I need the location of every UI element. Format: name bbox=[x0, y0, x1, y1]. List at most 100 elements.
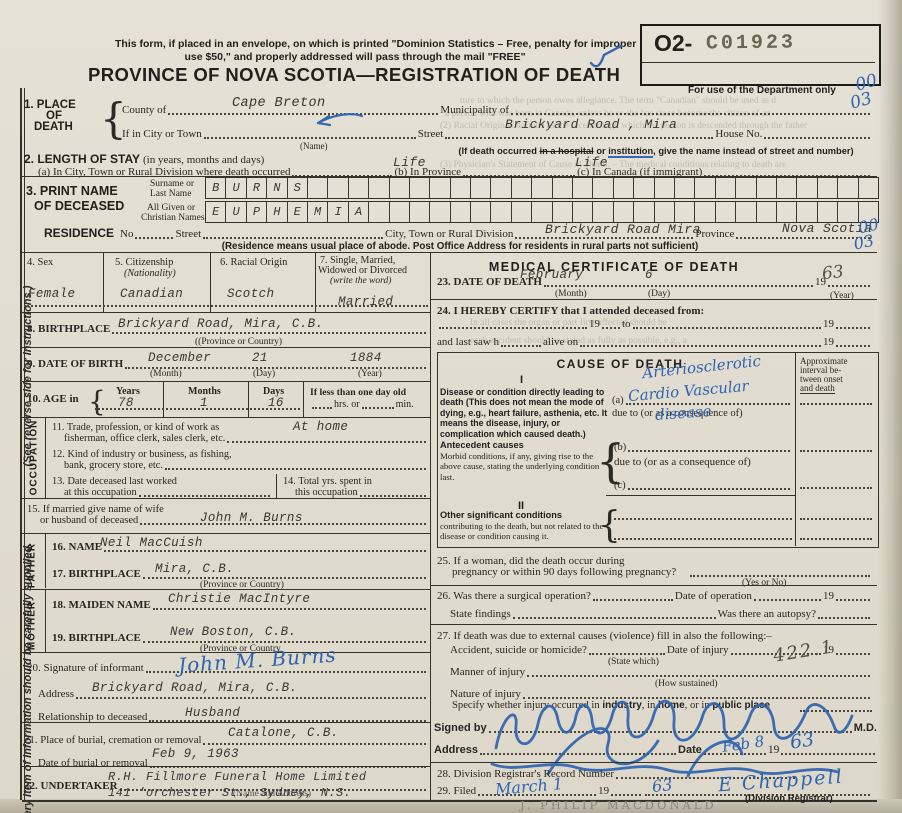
citizenship-value: Canadian bbox=[120, 287, 184, 301]
rule-line bbox=[22, 533, 431, 535]
marital-label: 7. Single, Married, bbox=[320, 255, 396, 266]
rule-line bbox=[45, 533, 46, 588]
leader bbox=[602, 324, 620, 329]
rule-line: 19 to 19 bbox=[437, 318, 872, 330]
leader bbox=[515, 234, 694, 239]
rule-line bbox=[430, 299, 877, 301]
burial-date-value: Feb 9, 1963 bbox=[152, 747, 239, 761]
undertaker-sublabel: (Name and Address) bbox=[233, 789, 312, 799]
rule-line bbox=[22, 589, 431, 591]
letter-cell bbox=[614, 178, 635, 198]
leader bbox=[488, 728, 852, 733]
year-prefix: 19 bbox=[815, 276, 826, 288]
interval-header1: Approximate bbox=[800, 356, 848, 366]
rule-line: (c) bbox=[614, 480, 792, 491]
manner-of-injury-label: Manner of injury bbox=[450, 666, 526, 678]
year-prefix: 19 bbox=[823, 644, 834, 656]
birthplace-label: 8. BIRTHPLACE bbox=[27, 323, 111, 335]
stay-c-label: (c) In Canada (if immigrant) bbox=[577, 166, 703, 178]
leader bbox=[592, 596, 673, 601]
age-days-label: Days bbox=[263, 386, 285, 397]
disease-condition-label: Disease or condition directly leading to… bbox=[440, 387, 608, 439]
q27-date-injury-label: Date of injury bbox=[666, 644, 729, 656]
dob-month-value: December bbox=[148, 351, 212, 365]
letter-cell bbox=[818, 202, 839, 222]
letter-cell bbox=[818, 178, 839, 198]
leader bbox=[730, 650, 821, 655]
leader bbox=[645, 791, 870, 796]
leader bbox=[800, 403, 872, 405]
specify-public: public place bbox=[712, 700, 771, 711]
letter-cell bbox=[859, 178, 878, 198]
interval-header2: interval be- bbox=[800, 365, 842, 375]
rule-line: this occupation bbox=[295, 487, 428, 498]
given-sublabel2: Christian Names bbox=[141, 213, 205, 223]
rule-line: 21. Place of burial, cremation or remova… bbox=[24, 734, 428, 746]
how-sustained-sublabel: (How sustained) bbox=[655, 679, 718, 689]
letter-cell bbox=[308, 178, 329, 198]
yes-or-no-sublabel: (Yes or No) bbox=[742, 578, 787, 588]
birthplace-sublabel: ((Province or Country) bbox=[195, 337, 283, 347]
letter-cell: P bbox=[247, 202, 268, 222]
surname-sublabel: Surname or bbox=[150, 179, 195, 189]
rule-line: 17. BIRTHPLACE bbox=[52, 568, 428, 580]
rule-line: 26. Was there a surgical operation? Date… bbox=[437, 590, 872, 602]
spouse-label2: or husband of deceased bbox=[40, 515, 139, 526]
father-birthplace-label: 17. BIRTHPLACE bbox=[52, 568, 141, 580]
letter-cell bbox=[655, 202, 675, 222]
leader bbox=[142, 574, 426, 579]
year-prefix: 19 bbox=[767, 744, 780, 756]
racial-origin-label: 6. Racial Origin bbox=[220, 257, 288, 268]
leader bbox=[616, 774, 795, 779]
leader bbox=[625, 400, 790, 405]
letter-cell bbox=[573, 178, 594, 198]
letter-cell bbox=[390, 202, 410, 222]
burial-date-label: Date of burial or removal bbox=[38, 757, 148, 769]
leader bbox=[703, 750, 766, 755]
department-number-box bbox=[640, 24, 881, 86]
filed-year-value: 63 bbox=[651, 774, 674, 797]
rule-line: Accident, suicide or homicide? Date of i… bbox=[450, 644, 872, 656]
rule-line: 23. DATE OF DEATH 19 bbox=[437, 276, 872, 288]
leader bbox=[76, 694, 426, 699]
specify-industry: industry bbox=[602, 700, 642, 711]
letter-cell bbox=[593, 178, 614, 198]
dod-year-sublabel: (Year) bbox=[830, 291, 854, 301]
occupation-13-label2: at this occupation bbox=[64, 487, 137, 498]
leader bbox=[203, 134, 416, 139]
leader bbox=[836, 324, 870, 329]
pencil-name-note: J. PHILIP MACDONALD bbox=[520, 798, 717, 812]
rule-line bbox=[430, 762, 877, 764]
leader bbox=[439, 324, 587, 329]
letter-cell bbox=[675, 178, 696, 198]
rule-line bbox=[642, 62, 875, 64]
q26-findings-label: State findings bbox=[450, 608, 511, 620]
rule-line: (b) bbox=[614, 442, 792, 453]
sex-value: Female bbox=[28, 287, 76, 301]
leader bbox=[818, 614, 870, 619]
rule-line: If in City or Town Street House No. bbox=[122, 128, 872, 140]
sex-label: 4. Sex bbox=[27, 257, 54, 268]
rule-line bbox=[22, 652, 431, 654]
physician-signature bbox=[490, 700, 854, 778]
letter-cell bbox=[532, 202, 553, 222]
leader bbox=[104, 547, 426, 552]
month-sublabel: (Month) bbox=[150, 369, 182, 379]
leader bbox=[119, 786, 426, 791]
given-sublabel: All Given or bbox=[147, 203, 196, 213]
handwritten-arrow-icon bbox=[316, 113, 364, 127]
signed-by-label: Signed by bbox=[434, 722, 487, 734]
year-prefix: 19 bbox=[598, 785, 610, 797]
bleed-text: (3) Physician's Statement of Cause of De… bbox=[440, 160, 787, 170]
hospital-note: (If death occurred in a hospital or inst… bbox=[433, 146, 879, 158]
length-of-stay-label: 2. LENGTH OF STAY bbox=[24, 152, 141, 166]
leader bbox=[764, 134, 870, 139]
letter-cell: U bbox=[226, 178, 247, 198]
leader bbox=[125, 364, 426, 369]
citizenship-sublabel: (Nationality) bbox=[124, 268, 176, 279]
leader bbox=[753, 596, 821, 601]
cause-code-pencil: 422.1 bbox=[771, 636, 836, 667]
letter-cell bbox=[736, 202, 757, 222]
rule-line bbox=[22, 381, 431, 383]
